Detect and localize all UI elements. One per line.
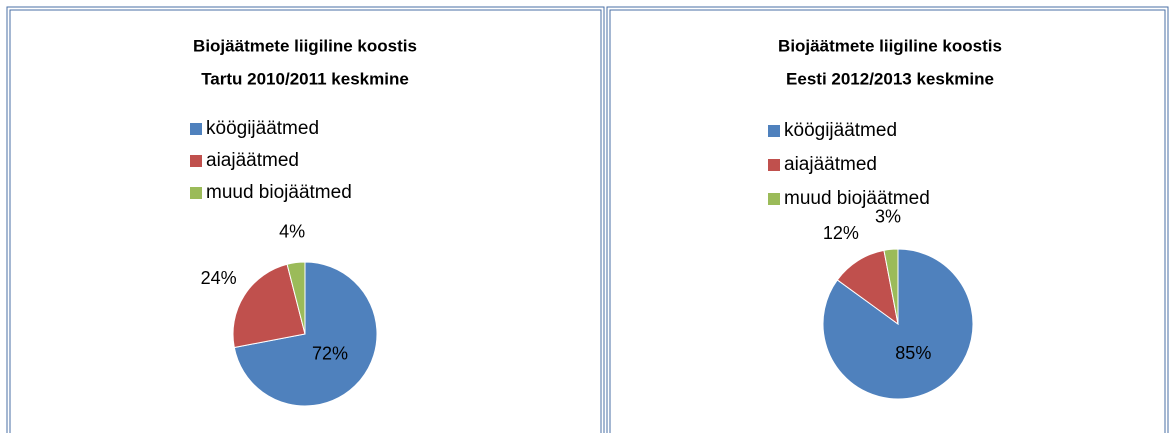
panel-border: [606, 6, 1169, 433]
pie-slice: [286, 261, 306, 335]
chart-subtitle: Eesti 2012/2013 keskmine: [786, 69, 994, 88]
data-label: 12%: [823, 223, 859, 243]
data-label: 4%: [279, 221, 305, 241]
legend-swatch: [190, 187, 202, 199]
pie-slice: [232, 263, 306, 349]
data-label: 85%: [895, 343, 931, 363]
pie-slice: [883, 248, 899, 325]
legend-swatch: [768, 193, 780, 205]
legend-swatch: [190, 155, 202, 167]
data-label: 3%: [875, 207, 901, 227]
chart-title: Biojäätmete liigiline koostis: [193, 36, 417, 55]
pie-slice: [233, 261, 378, 407]
chart-subtitle: Tartu 2010/2011 keskmine: [201, 69, 409, 88]
chart-title: Biojäätmete liigiline koostis: [778, 36, 1002, 55]
panel-border: [9, 9, 602, 433]
legend-swatch: [190, 123, 202, 135]
legend-label: muud biojäätmed: [206, 182, 352, 203]
legend-label: aiajäätmed: [206, 150, 299, 171]
legend-label: aiajäätmed: [784, 154, 877, 175]
panel-border: [6, 6, 605, 433]
data-label: 72%: [312, 343, 348, 363]
legend-swatch: [768, 159, 780, 171]
legend-label: köögijäätmed: [206, 118, 319, 139]
legend-label: muud biojäätmed: [784, 188, 930, 209]
legend-label: köögijäätmed: [784, 120, 897, 141]
legend-swatch: [768, 125, 780, 137]
panel-border: [609, 9, 1166, 433]
data-label: 24%: [201, 268, 237, 288]
